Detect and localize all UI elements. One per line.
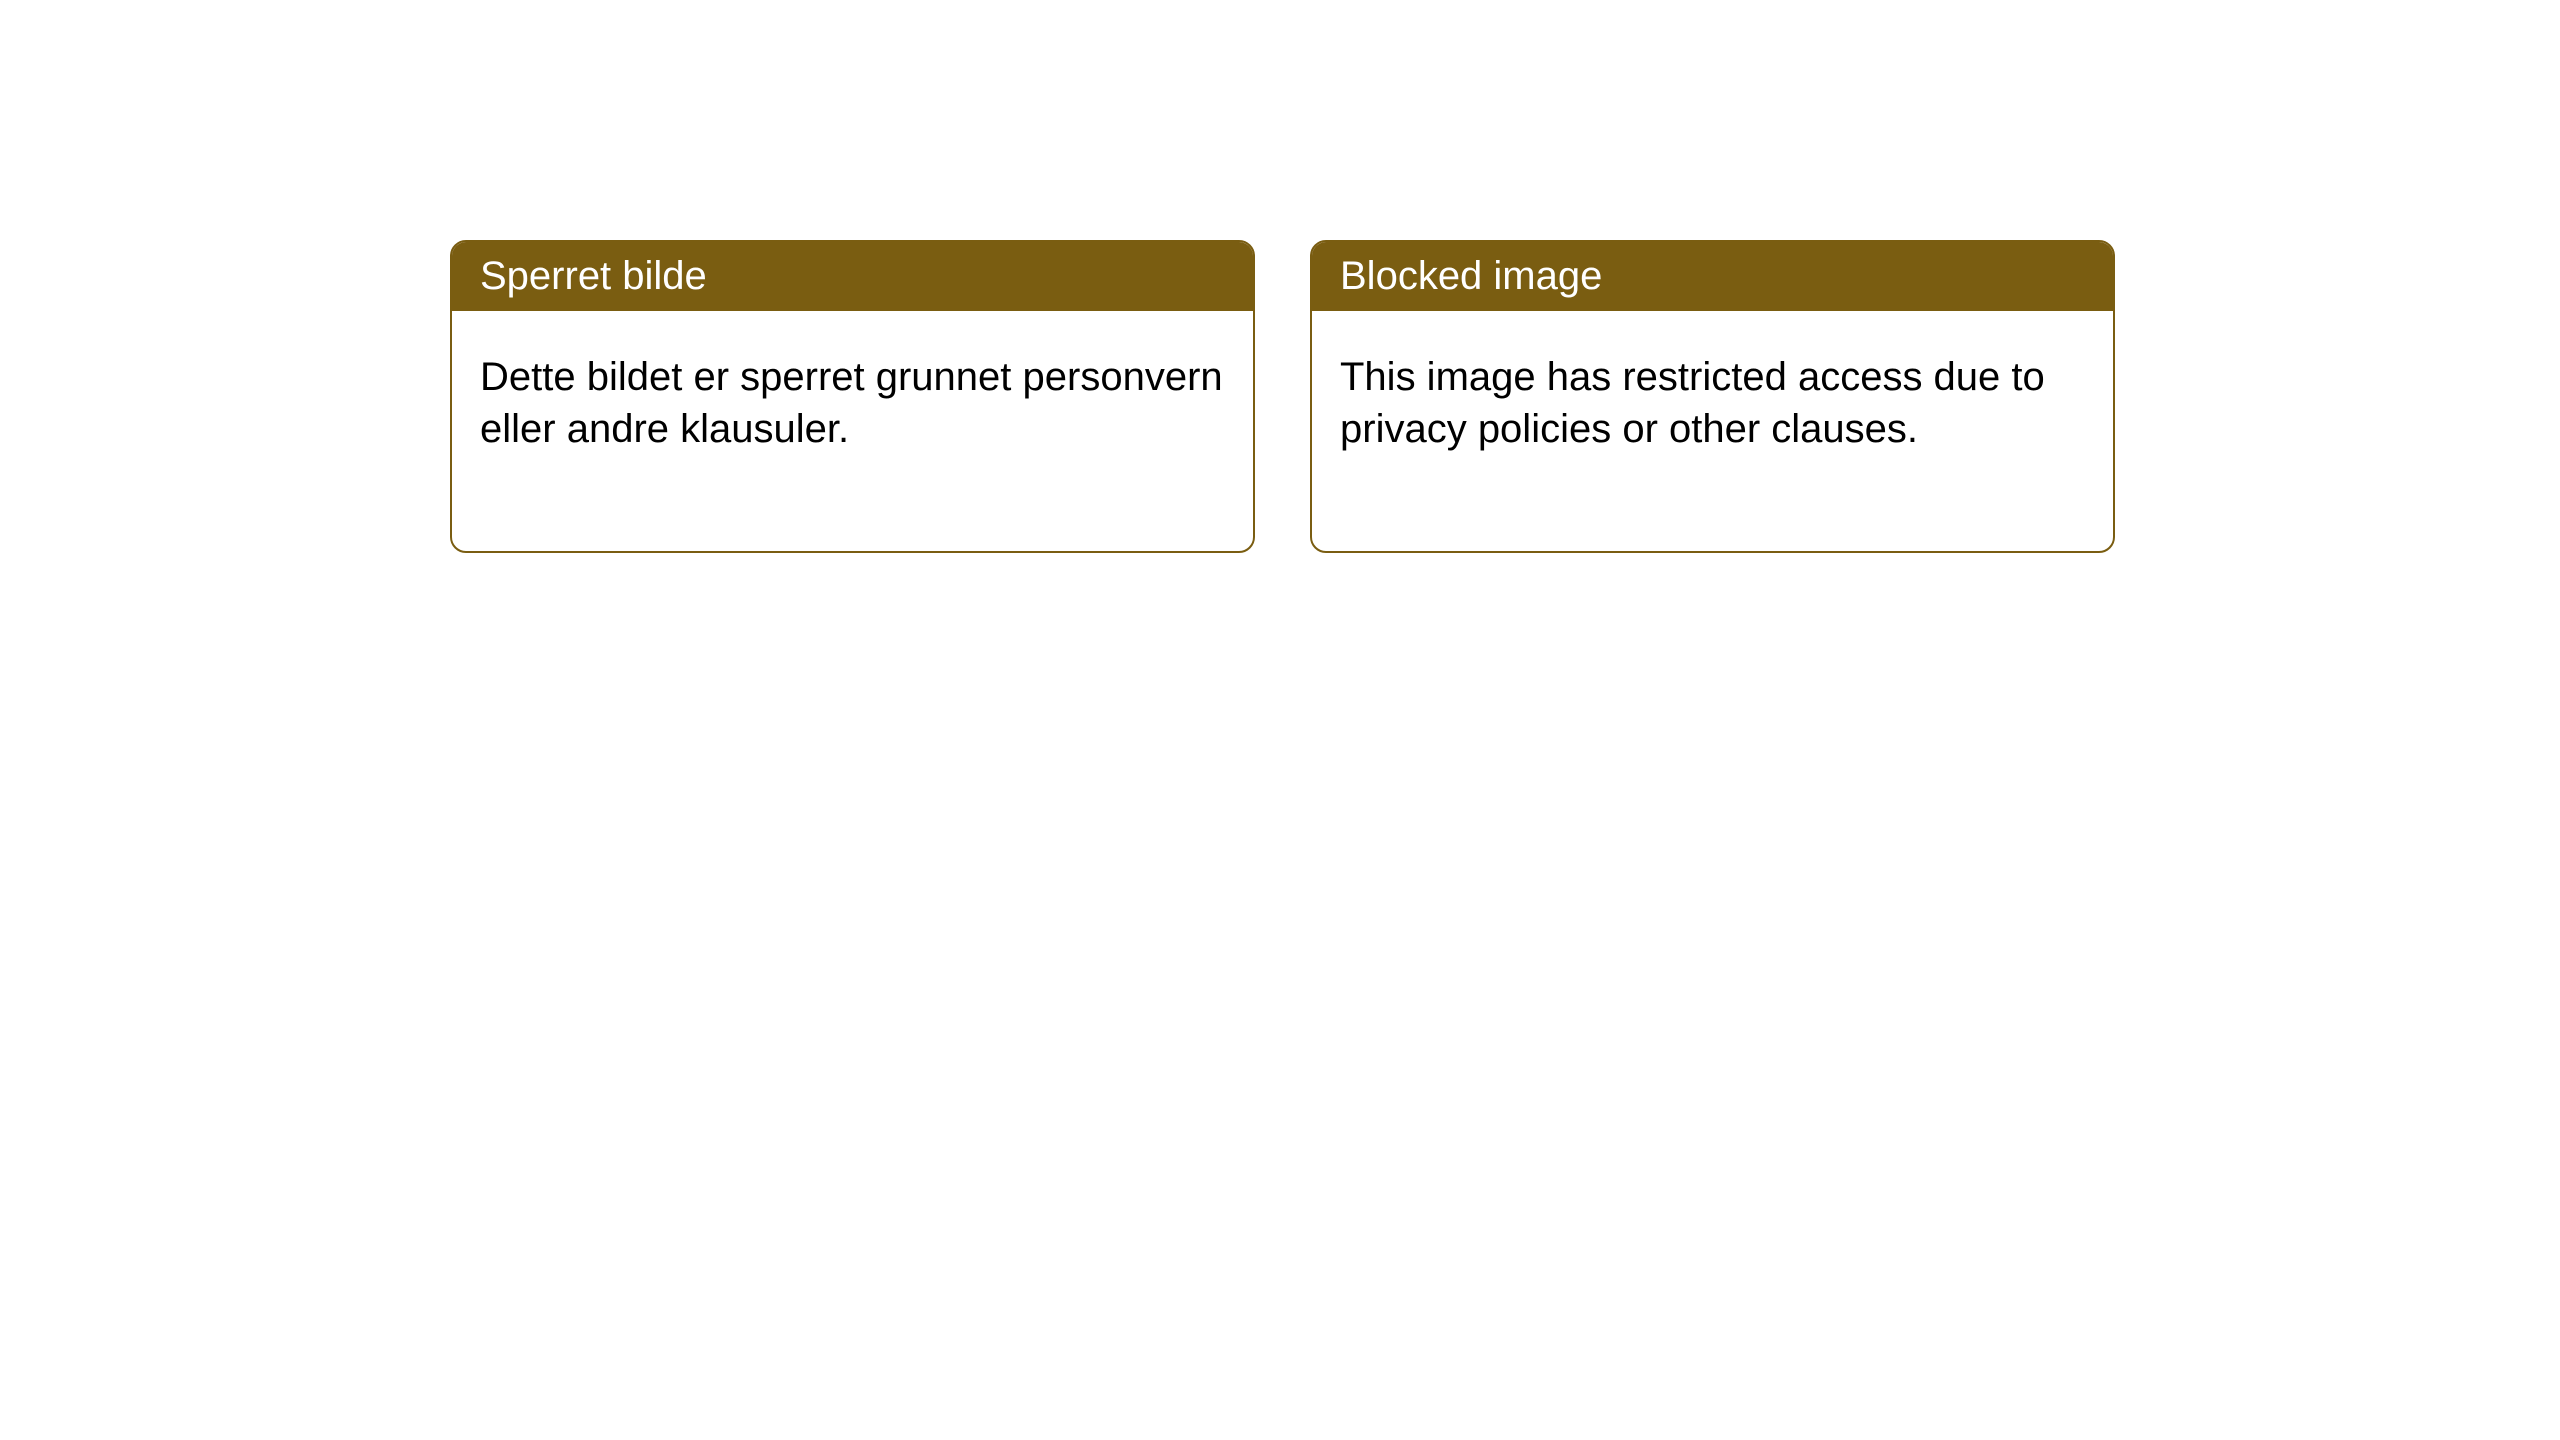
notice-card-norwegian: Sperret bilde Dette bildet er sperret gr… bbox=[450, 240, 1255, 553]
notice-body-text: This image has restricted access due to … bbox=[1340, 355, 2045, 451]
notice-body-text: Dette bildet er sperret grunnet personve… bbox=[480, 355, 1223, 451]
notice-card-english: Blocked image This image has restricted … bbox=[1310, 240, 2115, 553]
notice-title: Sperret bilde bbox=[480, 254, 707, 298]
notice-body: This image has restricted access due to … bbox=[1312, 311, 2113, 551]
notice-header: Sperret bilde bbox=[452, 242, 1253, 311]
blocked-image-notices: Sperret bilde Dette bildet er sperret gr… bbox=[450, 240, 2115, 553]
notice-header: Blocked image bbox=[1312, 242, 2113, 311]
notice-body: Dette bildet er sperret grunnet personve… bbox=[452, 311, 1253, 551]
notice-title: Blocked image bbox=[1340, 254, 1602, 298]
